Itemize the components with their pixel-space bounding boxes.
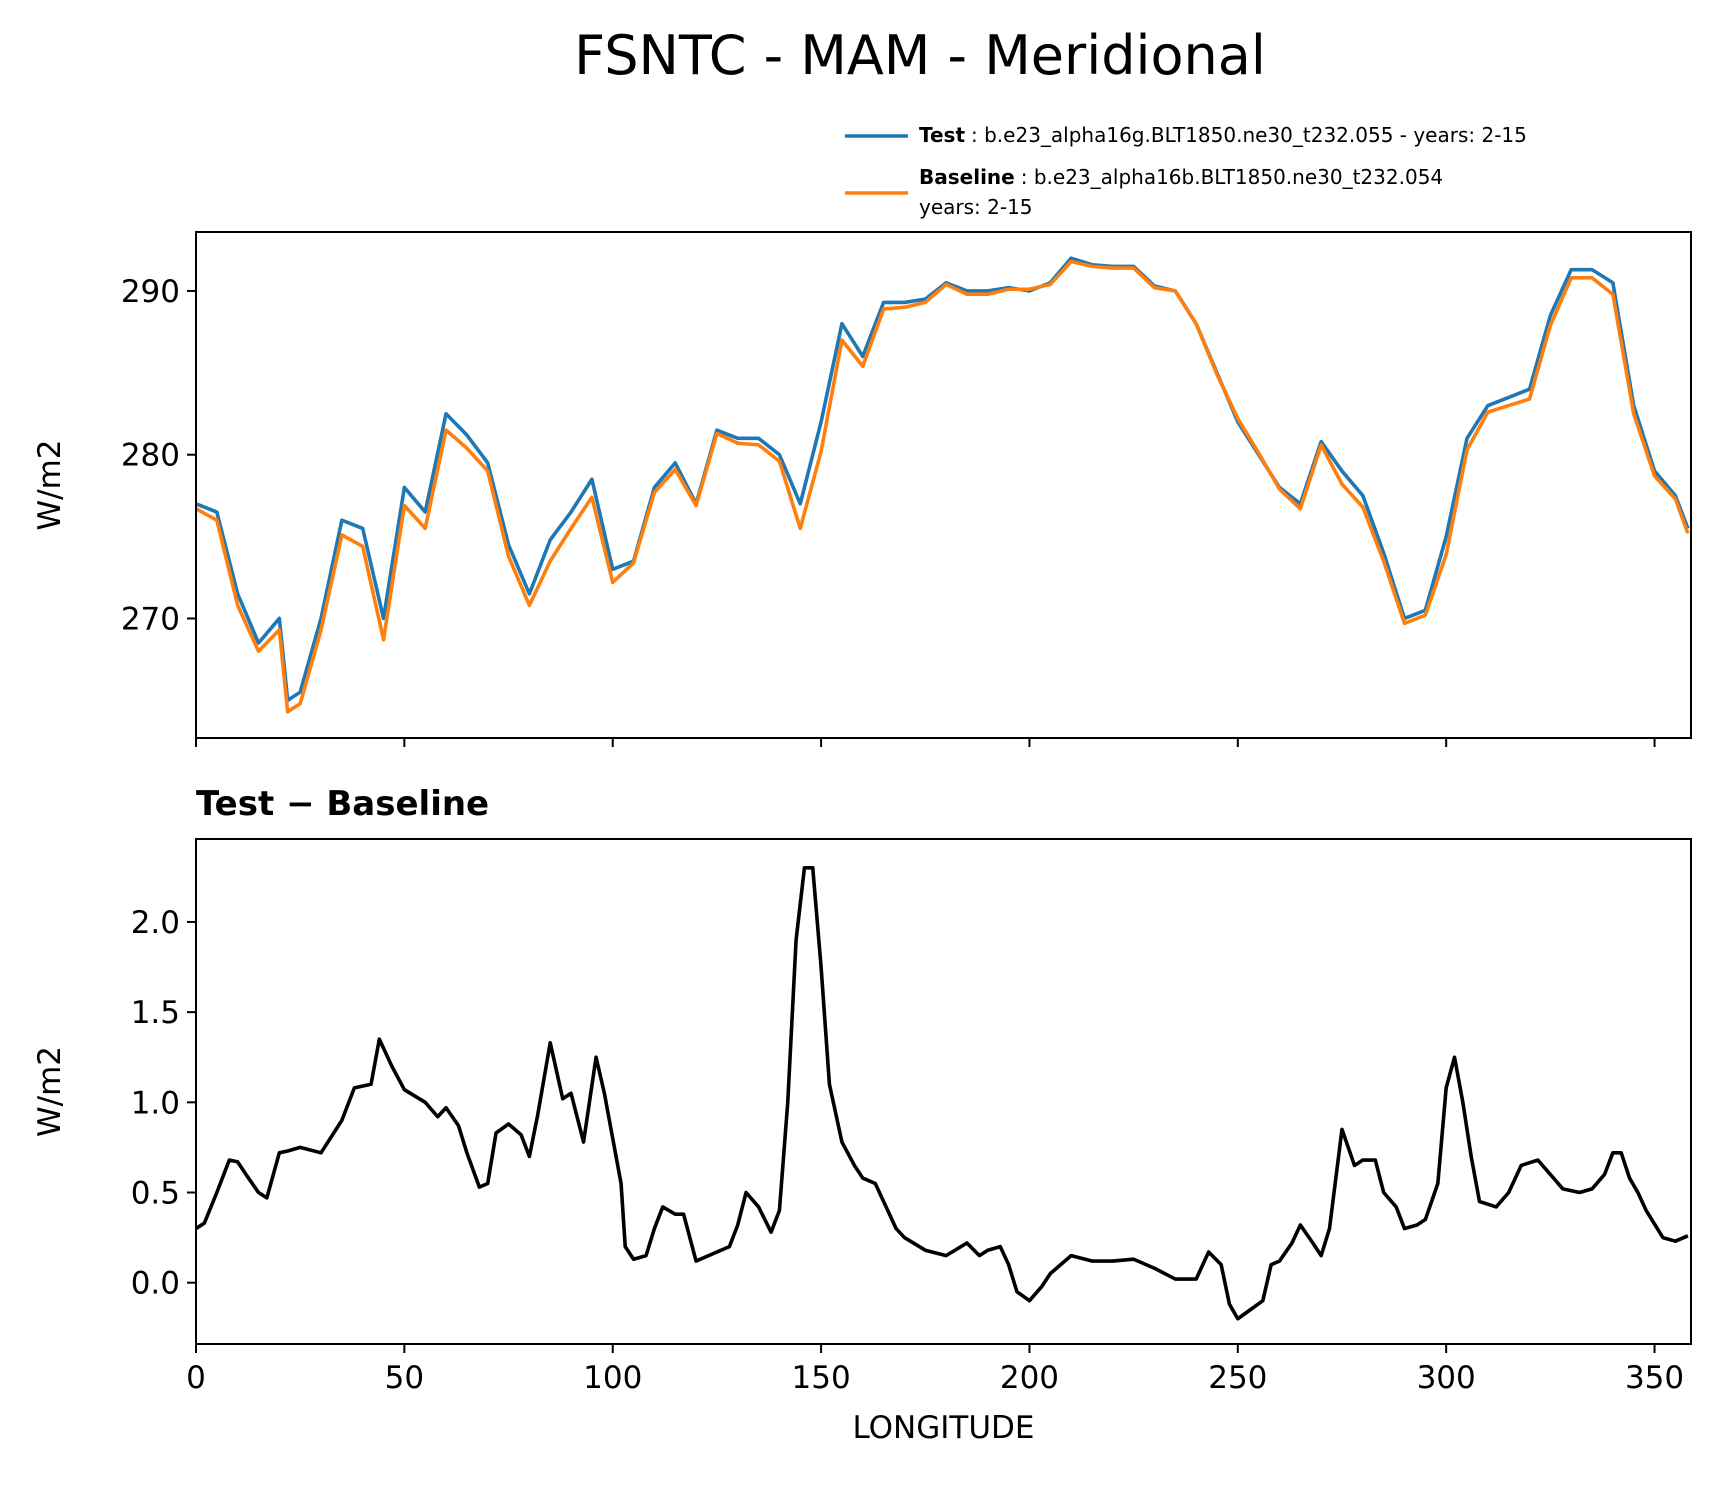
legend-label: Baseline: b.e23_alpha16b.BLT1850.ne30_t2… bbox=[919, 165, 1443, 189]
x-tick-label: 250 bbox=[1208, 1360, 1267, 1396]
chart-title: FSNTC - MAM - Meridional bbox=[574, 24, 1266, 87]
x-tick-label: 100 bbox=[583, 1360, 642, 1396]
x-tick-label: 300 bbox=[1417, 1360, 1476, 1396]
y-tick-label: 2.0 bbox=[131, 905, 180, 941]
x-tick-label: 200 bbox=[1000, 1360, 1059, 1396]
y-axis-label: W/m2 bbox=[32, 439, 68, 530]
y-tick-label: 270 bbox=[121, 601, 180, 637]
x-tick-label: 150 bbox=[792, 1360, 851, 1396]
y-tick-label: 1.0 bbox=[131, 1085, 180, 1121]
data-line bbox=[196, 256, 1690, 703]
axes-frame bbox=[195, 838, 1692, 1345]
x-axis-label: LONGITUDE bbox=[852, 1410, 1034, 1446]
y-axis-label: W/m2 bbox=[32, 1046, 68, 1137]
legend-name: Test bbox=[919, 123, 965, 147]
x-tick-label: 50 bbox=[385, 1360, 424, 1396]
axes-frame bbox=[195, 231, 1692, 739]
legend-label: Test: b.e23_alpha16g.BLT1850.ne30_t232.0… bbox=[919, 123, 1527, 147]
legend-description: : b.e23_alpha16g.BLT1850.ne30_t232.055 -… bbox=[971, 123, 1527, 147]
x-tick-label: 350 bbox=[1625, 1360, 1684, 1396]
subplot-title: Test − Baseline bbox=[196, 784, 489, 824]
y-tick-label: 280 bbox=[121, 438, 180, 474]
legend-name: Baseline bbox=[919, 165, 1015, 189]
y-tick-label: 0.0 bbox=[131, 1266, 180, 1302]
data-line bbox=[196, 866, 1689, 1321]
y-tick-label: 290 bbox=[121, 274, 180, 310]
legend-description: : b.e23_alpha16b.BLT1850.ne30_t232.054 bbox=[1021, 165, 1443, 189]
y-tick-label: 0.5 bbox=[131, 1176, 180, 1212]
x-tick-label: 0 bbox=[186, 1360, 206, 1396]
data-line bbox=[196, 259, 1690, 714]
legend-description: years: 2-15 bbox=[919, 195, 1033, 219]
y-tick-label: 1.5 bbox=[131, 995, 180, 1031]
